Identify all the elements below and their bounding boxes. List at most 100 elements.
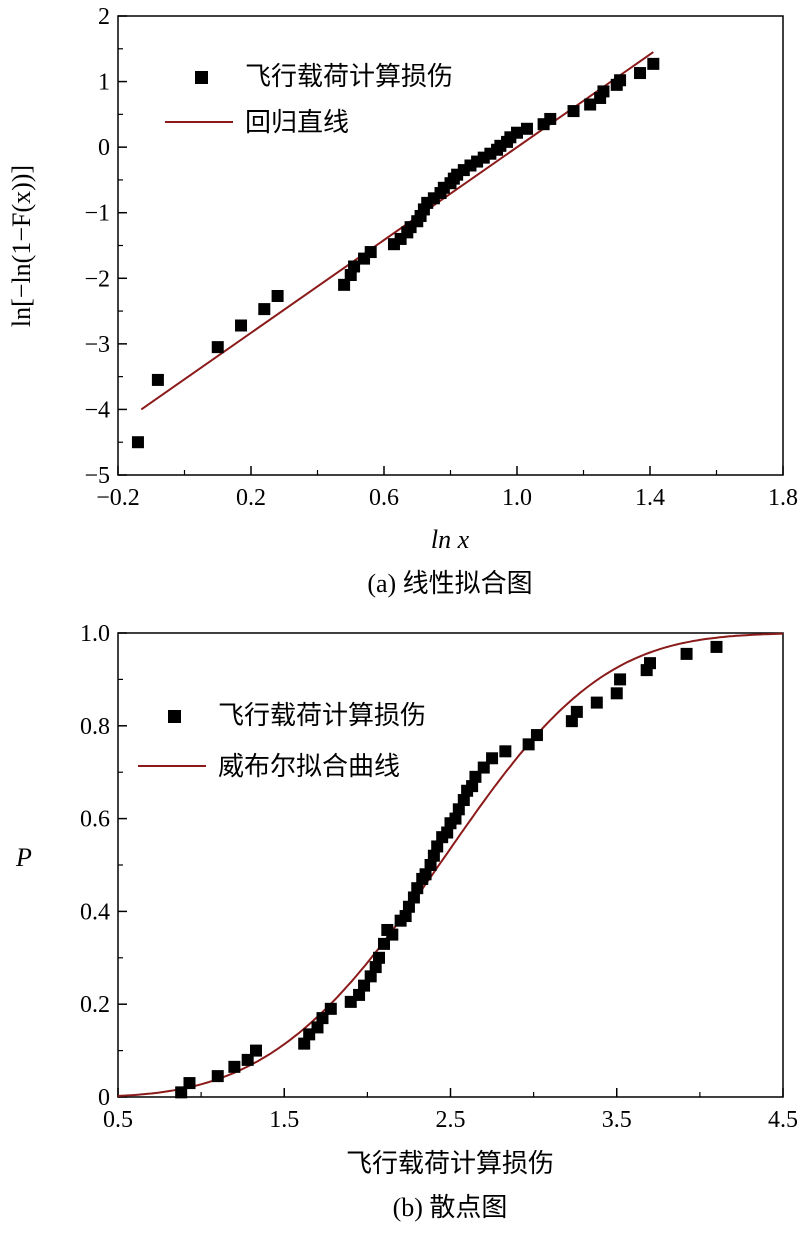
panel-b-ticks: 0.5 1.5 2.5 3.5 4.5 0 0.2 0.4 0.6 0.8 1.0 bbox=[80, 621, 798, 1133]
x-tick-label: −0.2 bbox=[96, 485, 140, 511]
data-point bbox=[597, 85, 610, 98]
data-point bbox=[386, 928, 399, 941]
legend-scatter-label: 飞行载荷计算损伤 bbox=[218, 701, 426, 731]
panel-b-legend: 飞行载荷计算损伤 威布尔拟合曲线 bbox=[138, 701, 426, 782]
data-point bbox=[486, 752, 499, 765]
data-point bbox=[644, 657, 656, 670]
data-point bbox=[348, 260, 361, 273]
data-point bbox=[590, 696, 603, 709]
y-tick-label: −4 bbox=[84, 397, 110, 423]
data-point bbox=[466, 780, 479, 793]
data-point bbox=[353, 988, 366, 1001]
panel-a-caption: (a) 线性拟合图 bbox=[367, 569, 532, 598]
data-point bbox=[570, 705, 583, 718]
data-point bbox=[399, 910, 412, 923]
y-tick-label: 0.8 bbox=[80, 714, 110, 740]
data-point bbox=[419, 868, 432, 881]
y-tick-label: −3 bbox=[84, 332, 110, 358]
panel-a-y-axis-label: ln[−ln(1−F(x))] bbox=[7, 165, 36, 327]
data-point bbox=[565, 715, 578, 728]
data-point bbox=[511, 126, 523, 139]
data-point bbox=[183, 1077, 196, 1090]
data-point bbox=[324, 1002, 337, 1015]
data-point bbox=[211, 1070, 224, 1083]
data-point bbox=[567, 105, 580, 118]
data-point bbox=[364, 246, 377, 259]
data-point bbox=[175, 1086, 188, 1099]
panel-b-y-axis-label: P bbox=[15, 843, 32, 872]
data-point bbox=[151, 373, 164, 386]
data-point bbox=[311, 1021, 324, 1034]
data-point bbox=[452, 803, 465, 816]
y-tick-label: 0 bbox=[98, 135, 110, 161]
data-point bbox=[499, 745, 512, 758]
data-point bbox=[584, 98, 597, 111]
panel-a-points bbox=[131, 57, 660, 449]
data-point bbox=[520, 122, 533, 135]
data-point bbox=[449, 812, 462, 825]
data-point bbox=[504, 131, 517, 144]
x-tick-label: 1.4 bbox=[635, 485, 665, 511]
data-point bbox=[364, 970, 377, 983]
data-point bbox=[680, 647, 693, 660]
data-point bbox=[522, 738, 535, 751]
y-tick-label: 0.6 bbox=[80, 807, 110, 833]
legend-scatter-label: 飞行载荷计算损伤 bbox=[245, 62, 453, 92]
data-point bbox=[131, 436, 144, 449]
legend-scatter-marker bbox=[195, 71, 208, 84]
data-point bbox=[241, 1053, 254, 1066]
data-point bbox=[358, 979, 371, 992]
data-point bbox=[407, 891, 420, 904]
panel-b-weibull-curve bbox=[117, 632, 784, 1097]
y-tick-label: 0.2 bbox=[80, 992, 110, 1018]
data-point bbox=[402, 900, 415, 913]
panel-b: 0.5 1.5 2.5 3.5 4.5 0 0.2 0.4 0.6 0.8 1.0 飞行载荷计算损伤… bbox=[15, 621, 798, 1222]
fit-line bbox=[117, 632, 784, 1097]
panel-a-ticks: −0.2 0.2 0.6 1.0 1.4 1.8 −5 −4 −3 −2 −1 0 1 2 bbox=[84, 4, 798, 511]
data-point bbox=[614, 74, 627, 87]
data-point bbox=[431, 840, 444, 853]
y-tick-label: 2 bbox=[98, 4, 110, 30]
data-point bbox=[378, 937, 390, 950]
data-point bbox=[457, 794, 470, 807]
x-tick-label: 4.5 bbox=[768, 1107, 798, 1133]
data-point bbox=[614, 673, 627, 686]
y-tick-label: −5 bbox=[84, 463, 110, 489]
data-point bbox=[271, 289, 284, 302]
panel-b-x-axis-label: 飞行载荷计算损伤 bbox=[346, 1149, 554, 1179]
data-point bbox=[369, 961, 382, 974]
y-tick-label: 1 bbox=[98, 70, 110, 96]
panel-a-x-axis-label: ln x bbox=[431, 525, 470, 554]
y-tick-label: 0.4 bbox=[80, 899, 110, 925]
x-tick-label: 1.0 bbox=[502, 485, 532, 511]
data-point bbox=[235, 319, 248, 332]
data-point bbox=[427, 849, 440, 862]
data-point bbox=[211, 341, 224, 354]
x-tick-label: 1.8 bbox=[768, 485, 798, 511]
data-point bbox=[249, 1044, 262, 1057]
data-point bbox=[298, 1037, 311, 1050]
data-point bbox=[469, 770, 482, 783]
x-tick-label: 0.6 bbox=[369, 485, 399, 511]
data-point bbox=[634, 67, 647, 80]
x-tick-label: 3.5 bbox=[602, 1107, 632, 1133]
data-point bbox=[441, 826, 454, 839]
legend-line-label: 回归直线 bbox=[245, 108, 349, 138]
data-point bbox=[647, 57, 660, 70]
panel-b-caption: (b) 散点图 bbox=[393, 1193, 508, 1222]
legend-line-label: 威布尔拟合曲线 bbox=[218, 752, 400, 782]
legend-scatter-marker bbox=[168, 710, 181, 723]
data-point bbox=[544, 112, 557, 125]
data-point bbox=[610, 687, 623, 700]
data-point bbox=[411, 882, 424, 895]
x-tick-label: 0.2 bbox=[236, 485, 266, 511]
panel-a: −0.2 0.2 0.6 1.0 1.4 1.8 −5 −4 −3 −2 −1 0 1 2 飞行载荷计算损… bbox=[7, 4, 798, 598]
y-tick-label: −2 bbox=[84, 266, 110, 292]
x-tick-label: 1.5 bbox=[269, 1107, 299, 1133]
panel-a-legend: 飞行载荷计算损伤 回归直线 bbox=[165, 62, 453, 138]
x-tick-label: 0.5 bbox=[103, 1107, 133, 1133]
data-point bbox=[530, 729, 543, 742]
y-tick-label: 0 bbox=[98, 1085, 110, 1111]
data-point bbox=[373, 951, 386, 964]
